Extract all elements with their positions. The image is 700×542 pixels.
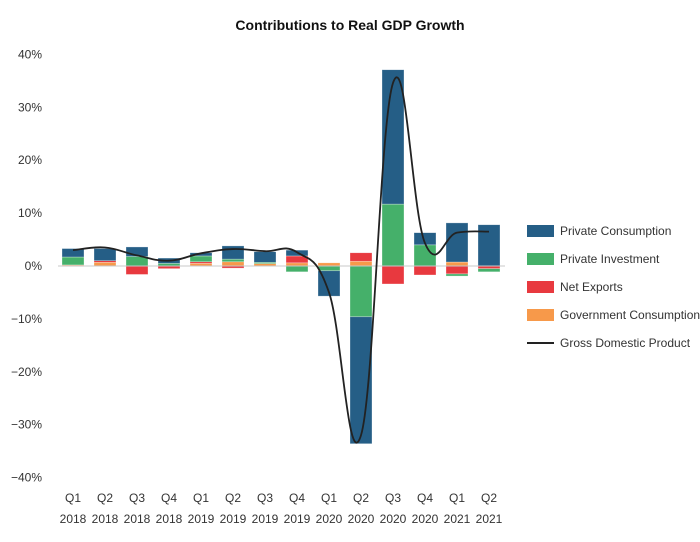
gdp-line-group [72, 76, 490, 444]
x-tick-year: 2019 [220, 512, 247, 526]
bar-segment-private-consumption [221, 245, 245, 260]
bar-segment-government-consumption [221, 261, 245, 267]
bar-segment-private-consumption [253, 251, 277, 263]
x-tick-quarter: Q3 [385, 491, 401, 505]
legend-label: Private Investment [560, 252, 660, 266]
bar-segment-private-investment [189, 255, 213, 263]
bar-segment-private-investment [477, 268, 501, 273]
x-tick-year: 2018 [60, 512, 87, 526]
x-tick-year: 2019 [284, 512, 311, 526]
y-tick-label: 0% [25, 259, 43, 273]
x-tick-year: 2021 [476, 512, 503, 526]
bar-segment-private-investment [413, 244, 437, 267]
x-tick-quarter: Q4 [417, 491, 433, 505]
gdp-line [72, 76, 490, 444]
y-tick-label: 30% [18, 100, 42, 114]
legend-label: Gross Domestic Product [560, 336, 691, 350]
bar-segment-net-exports [349, 252, 373, 262]
bar-segment-private-investment [285, 265, 309, 273]
bar-segment-private-consumption [93, 248, 117, 262]
bar-segment-private-investment [317, 265, 341, 272]
bars [61, 69, 501, 445]
bar-segment-net-exports [381, 265, 405, 285]
x-tick-quarter: Q1 [193, 491, 209, 505]
chart-title: Contributions to Real GDP Growth [235, 17, 464, 33]
bar-segment-private-investment [349, 265, 373, 318]
x-tick-year: 2020 [348, 512, 375, 526]
y-axis: 40% 30% 20% 10% 0% −10% −20% −30% −40% [11, 47, 42, 484]
x-tick-quarter: Q4 [289, 491, 305, 505]
bar-segment-private-investment [61, 256, 85, 266]
bar-segment-private-consumption [349, 316, 373, 445]
x-tick-year: 2018 [156, 512, 183, 526]
y-tick-label: −40% [11, 471, 42, 485]
x-tick-quarter: Q1 [65, 491, 81, 505]
x-tick-year: 2021 [444, 512, 471, 526]
x-tick-quarter: Q1 [449, 491, 465, 505]
x-tick-quarter: Q3 [257, 491, 273, 505]
bar-segment-net-exports [413, 265, 437, 276]
bar-segment-private-investment [221, 258, 245, 263]
bar-segment-government-consumption [445, 261, 469, 267]
bar-segment-private-investment [381, 203, 405, 267]
bar-segment-private-consumption [445, 222, 469, 263]
x-tick-year: 2020 [412, 512, 439, 526]
y-tick-label: −10% [11, 312, 42, 326]
x-tick-year: 2020 [316, 512, 343, 526]
legend: Private Consumption Private Investment Net… [527, 224, 700, 350]
legend-swatch [527, 281, 554, 293]
x-tick-quarter: Q2 [97, 491, 113, 505]
bar-segment-private-investment [445, 273, 469, 277]
legend-label: Net Exports [560, 280, 623, 294]
legend-swatch [527, 309, 554, 321]
bar-segment-private-consumption [61, 248, 85, 258]
y-tick-label: 40% [18, 47, 42, 61]
x-tick-quarter: Q2 [225, 491, 241, 505]
bar-segment-net-exports [125, 265, 149, 275]
x-tick-quarter: Q3 [129, 491, 145, 505]
x-axis: Q1 2018 Q2 2018 Q3 2018 Q4 2018 Q1 2019 Q2 2019 Q3 20… [60, 491, 503, 526]
y-tick-label: −30% [11, 418, 42, 432]
bar-segment-net-exports [445, 265, 469, 275]
legend-swatch [527, 225, 554, 237]
x-tick-year: 2018 [124, 512, 151, 526]
bar-segment-government-consumption [349, 260, 373, 267]
bar-segment-government-consumption [93, 261, 117, 267]
y-tick-label: −20% [11, 365, 42, 379]
x-tick-year: 2019 [252, 512, 279, 526]
x-tick-year: 2020 [380, 512, 407, 526]
x-tick-quarter: Q4 [161, 491, 177, 505]
legend-label: Private Consumption [560, 224, 671, 238]
x-tick-quarter: Q2 [481, 491, 497, 505]
y-tick-label: 20% [18, 153, 42, 167]
legend-label: Government Consumption [560, 308, 700, 322]
bar-segment-private-consumption [381, 69, 405, 205]
x-tick-quarter: Q1 [321, 491, 337, 505]
x-tick-year: 2019 [188, 512, 215, 526]
x-tick-year: 2018 [92, 512, 119, 526]
legend-swatch [527, 253, 554, 265]
y-tick-label: 10% [18, 206, 42, 220]
x-tick-quarter: Q2 [353, 491, 369, 505]
